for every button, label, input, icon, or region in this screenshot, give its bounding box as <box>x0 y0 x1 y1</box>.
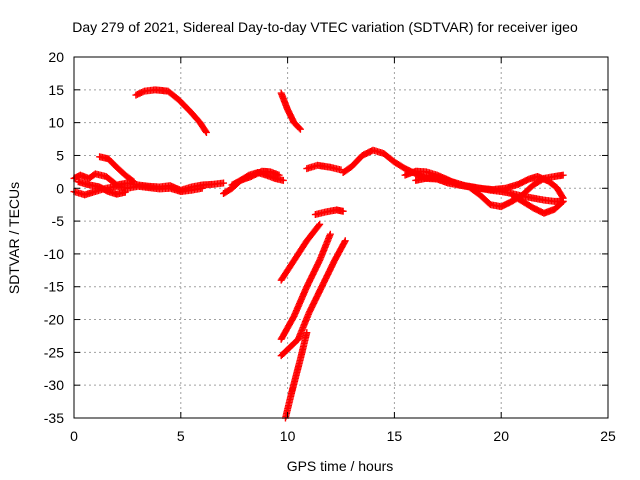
data-point <box>275 171 283 179</box>
series-arc-3 <box>96 153 138 186</box>
series-arc-18 <box>508 191 567 217</box>
x-tick-label: 0 <box>70 428 78 444</box>
data-point <box>339 207 347 215</box>
series-arc-4 <box>74 178 129 198</box>
y-tick-label: -15 <box>44 279 64 295</box>
y-tick-label: -25 <box>44 344 64 360</box>
series-arc-16 <box>401 167 567 211</box>
data-point <box>198 184 206 192</box>
data-series <box>70 86 567 422</box>
x-tick-label: 20 <box>493 428 509 444</box>
series-arc-14 <box>303 161 345 174</box>
series-arc-13 <box>311 206 347 219</box>
data-point <box>129 177 137 185</box>
x-tick-label: 10 <box>280 428 296 444</box>
series-arc-17 <box>412 172 567 202</box>
data-point <box>341 238 349 246</box>
data-point <box>559 197 567 205</box>
series-arc-8 <box>277 89 304 133</box>
data-point <box>279 176 287 184</box>
y-tick-label: -20 <box>44 312 64 328</box>
y-tick-label: 15 <box>48 82 64 98</box>
data-point <box>558 198 566 206</box>
x-tick-label: 15 <box>387 428 403 444</box>
data-point <box>326 230 334 238</box>
series-arc-9 <box>277 220 324 284</box>
y-tick-label: -30 <box>44 377 64 393</box>
y-tick-label: -5 <box>52 213 65 229</box>
axis-ticks: 0 5 10 15 20 25 20 15 10 5 0 -5 -10 -15 -20 -25 -30 -35 <box>44 49 616 444</box>
grid-lines <box>74 57 608 418</box>
series-arc-10 <box>277 230 334 343</box>
data-point <box>121 188 129 196</box>
y-tick-label: 5 <box>56 147 64 163</box>
data-point <box>296 125 304 133</box>
data-point <box>559 171 567 179</box>
data-point <box>316 220 324 228</box>
chart-title: Day 279 of 2021, Sidereal Day-to-day VTE… <box>72 19 578 35</box>
y-tick-label: 10 <box>48 115 64 131</box>
data-point <box>220 179 228 187</box>
y-tick-label: 20 <box>48 49 64 65</box>
series-arc-5 <box>132 86 210 136</box>
y-tick-label: -35 <box>44 410 64 426</box>
x-axis-label: GPS time / hours <box>287 458 394 474</box>
data-point <box>295 124 303 132</box>
data-point <box>202 128 210 136</box>
x-tick-label: 25 <box>600 428 616 444</box>
data-point <box>341 237 349 245</box>
plot-frame <box>73 56 609 419</box>
y-tick-label: 0 <box>56 180 64 196</box>
data-point <box>315 222 323 230</box>
y-tick-label: -10 <box>44 246 64 262</box>
x-tick-label: 5 <box>177 428 185 444</box>
series-arc-12 <box>281 329 311 422</box>
series-arc-7 <box>228 167 283 189</box>
data-point <box>202 127 210 135</box>
y-axis-label: SDTVAR / TECUs <box>6 182 22 294</box>
series-arc-11 <box>277 237 349 360</box>
data-point <box>303 329 311 337</box>
data-point <box>130 178 138 186</box>
